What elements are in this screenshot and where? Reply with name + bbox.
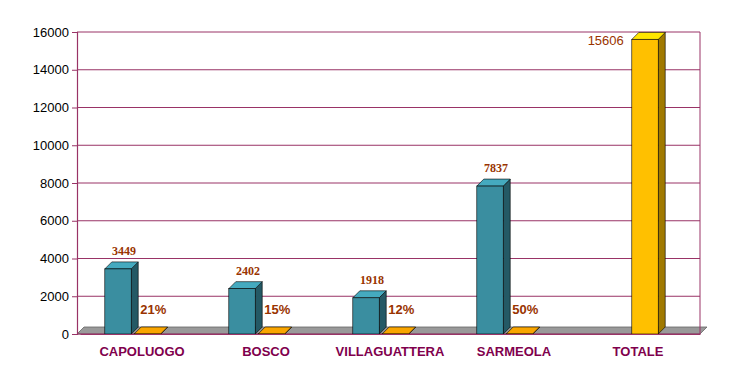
bar-side xyxy=(255,282,262,334)
y-tick: 6000 xyxy=(40,213,77,228)
grid xyxy=(77,32,700,334)
y-tick-label: 4000 xyxy=(40,251,69,266)
grid-line xyxy=(77,145,700,146)
y-tick-mark xyxy=(72,296,77,297)
bar xyxy=(105,269,131,334)
y-tick-label: 2000 xyxy=(40,289,69,304)
data-label: 1918 xyxy=(360,273,384,287)
bar-3d xyxy=(134,327,167,334)
y-tick-label: 16000 xyxy=(33,25,69,40)
y-tick: 0 xyxy=(62,327,77,342)
y-tick-mark xyxy=(72,259,77,260)
grid-line xyxy=(77,258,700,259)
data-label: 50% xyxy=(512,302,538,317)
bar xyxy=(229,289,255,334)
y-axis: 0 2000 4000 6000 8000 10000 12000 14000 16000 xyxy=(33,25,78,342)
y-tick: 14000 xyxy=(33,62,77,77)
bar-top xyxy=(382,327,415,334)
bar-top xyxy=(258,327,291,334)
bar-3d xyxy=(229,282,262,334)
y-tick-label: 6000 xyxy=(40,213,69,228)
y-axis-line xyxy=(72,33,78,335)
bar-3d xyxy=(506,327,539,334)
bar xyxy=(477,186,503,334)
grid-line xyxy=(77,220,700,221)
bar-3d xyxy=(353,291,386,334)
bar-3d xyxy=(258,327,291,334)
y-tick: 8000 xyxy=(40,176,77,191)
y-tick-mark xyxy=(72,145,77,146)
y-tick-label: 0 xyxy=(62,327,69,342)
plot-frame xyxy=(700,32,701,334)
y-tick: 16000 xyxy=(33,25,77,40)
x-tick-label: BOSCO xyxy=(242,344,290,359)
x-axis: CAPOLUOGO BOSCO VILLAGUATTERA SARMEOLA TOTAL… xyxy=(81,334,701,359)
grid-line xyxy=(77,296,700,297)
x-tick-label: TOTALE xyxy=(613,344,664,359)
y-tick-mark xyxy=(72,334,77,335)
bar-side xyxy=(131,262,138,334)
y-tick-label: 8000 xyxy=(40,176,69,191)
floor xyxy=(77,327,707,334)
data-label: 3449 xyxy=(112,244,136,258)
bar-3d xyxy=(105,262,138,334)
y-tick: 12000 xyxy=(33,100,77,115)
bar-side xyxy=(658,32,665,334)
bar xyxy=(258,333,284,334)
bar-3d xyxy=(382,327,415,334)
bars xyxy=(105,32,665,334)
bar xyxy=(632,39,658,334)
data-label: 21% xyxy=(140,302,166,317)
y-tick-mark xyxy=(72,221,77,222)
data-label: 15% xyxy=(264,302,290,317)
bar-top xyxy=(506,327,539,334)
y-tick: 4000 xyxy=(40,251,77,266)
x-tick-label: SARMEOLA xyxy=(477,344,552,359)
x-tick-label: VILLAGUATTERA xyxy=(336,344,445,359)
chart: 0 2000 4000 6000 8000 10000 12000 14000 16000 CAP… xyxy=(0,0,735,384)
x-tick: CAPOLUOGO xyxy=(99,334,184,359)
bar-side xyxy=(379,291,386,334)
data-label: 2402 xyxy=(236,264,260,278)
data-label: 15606 xyxy=(588,33,624,48)
y-tick-label: 12000 xyxy=(33,100,69,115)
x-tick: SARMEOLA xyxy=(477,334,552,359)
bar xyxy=(506,333,532,334)
y-tick: 10000 xyxy=(33,138,77,153)
y-tick-label: 10000 xyxy=(33,138,69,153)
grid-line xyxy=(77,69,700,70)
grid-line xyxy=(77,32,700,33)
x-tick: VILLAGUATTERA xyxy=(336,334,445,359)
data-label: 7837 xyxy=(484,161,508,175)
y-tick: 2000 xyxy=(40,289,77,304)
grid-line xyxy=(77,107,700,108)
bar-top xyxy=(105,262,138,269)
bar-side xyxy=(503,179,510,334)
bar-3d xyxy=(632,32,665,334)
bar xyxy=(353,298,379,334)
y-tick-mark xyxy=(72,183,77,184)
bar-top xyxy=(353,291,386,298)
bar xyxy=(134,333,160,334)
bar xyxy=(382,333,408,334)
x-tick: TOTALE xyxy=(613,334,664,359)
y-tick-label: 14000 xyxy=(33,62,69,77)
grid-line xyxy=(77,183,700,184)
y-tick-mark xyxy=(72,32,77,33)
bar-top xyxy=(632,32,665,39)
data-label: 12% xyxy=(388,302,414,317)
bar-top xyxy=(477,179,510,186)
y-tick-mark xyxy=(72,108,77,109)
y-tick-mark xyxy=(72,70,77,71)
data-labels: 3449 2402 1918 7837 15606 21% 15% 12% 50% xyxy=(112,33,624,317)
x-axis-line xyxy=(81,334,701,335)
x-tick: BOSCO xyxy=(242,334,290,359)
bar-3d xyxy=(477,179,510,334)
bar-top xyxy=(134,327,167,334)
x-tick-label: CAPOLUOGO xyxy=(99,344,184,359)
bar-top xyxy=(229,282,262,289)
